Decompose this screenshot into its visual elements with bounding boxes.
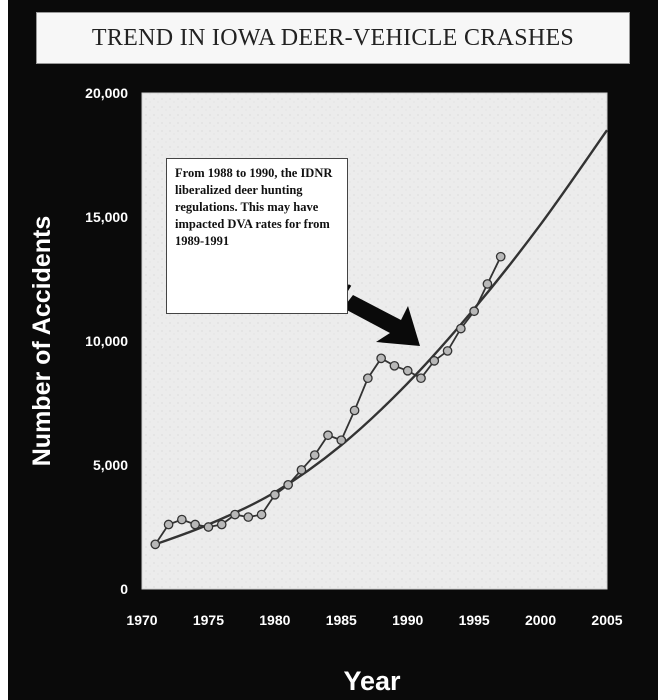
trend-line xyxy=(154,129,608,546)
data-point xyxy=(283,479,293,490)
data-point xyxy=(150,539,161,550)
data-point xyxy=(177,514,187,525)
y-axis-label: Number of Accidents xyxy=(28,216,56,467)
series-layer xyxy=(150,129,608,550)
y-axis-ticks: 0 5,000 10,000 15,000 20,000 xyxy=(85,85,128,597)
data-point xyxy=(190,519,200,530)
data-point xyxy=(376,353,386,364)
x-tick-label: 1975 xyxy=(193,612,224,628)
x-tick-label: 1980 xyxy=(259,612,290,628)
data-point xyxy=(429,355,440,366)
x-axis-ticks: 1970 1975 1980 1985 1990 1995 2000 2005 xyxy=(126,612,622,628)
y-tick-label: 15,000 xyxy=(85,209,128,225)
data-point xyxy=(442,346,453,356)
data-point xyxy=(309,450,320,460)
data-point xyxy=(270,489,280,500)
annotation-box: From 1988 to 1990, the IDNR liberalized … xyxy=(166,158,348,314)
data-point xyxy=(203,522,214,532)
data-point xyxy=(336,435,347,446)
data-point xyxy=(243,512,254,522)
data-point xyxy=(216,519,227,530)
data-point xyxy=(416,373,426,384)
data-point xyxy=(402,365,413,376)
x-tick-label: 2000 xyxy=(525,612,556,628)
x-tick-label: 2005 xyxy=(591,612,622,628)
data-point xyxy=(389,360,400,371)
x-axis-label: Year xyxy=(343,666,401,696)
x-tick-label: 1995 xyxy=(459,612,490,628)
data-point xyxy=(349,405,360,416)
data-point xyxy=(323,430,333,441)
data-point xyxy=(363,373,373,384)
y-tick-label: 0 xyxy=(120,581,128,597)
y-tick-label: 10,000 xyxy=(85,333,128,349)
data-point xyxy=(469,306,479,317)
chart-title: TREND IN IOWA DEER-VEHICLE CRASHES xyxy=(36,12,630,64)
data-point xyxy=(495,251,506,262)
data-point xyxy=(456,323,466,334)
data-point xyxy=(482,279,493,289)
y-tick-label: 5,000 xyxy=(93,457,128,473)
data-point xyxy=(163,519,174,530)
data-point xyxy=(296,465,307,475)
data-point xyxy=(230,509,240,520)
x-tick-label: 1990 xyxy=(392,612,423,628)
data-point xyxy=(256,509,267,520)
y-tick-label: 20,000 xyxy=(85,85,128,101)
x-tick-label: 1985 xyxy=(326,612,357,628)
x-tick-label: 1970 xyxy=(126,612,157,628)
